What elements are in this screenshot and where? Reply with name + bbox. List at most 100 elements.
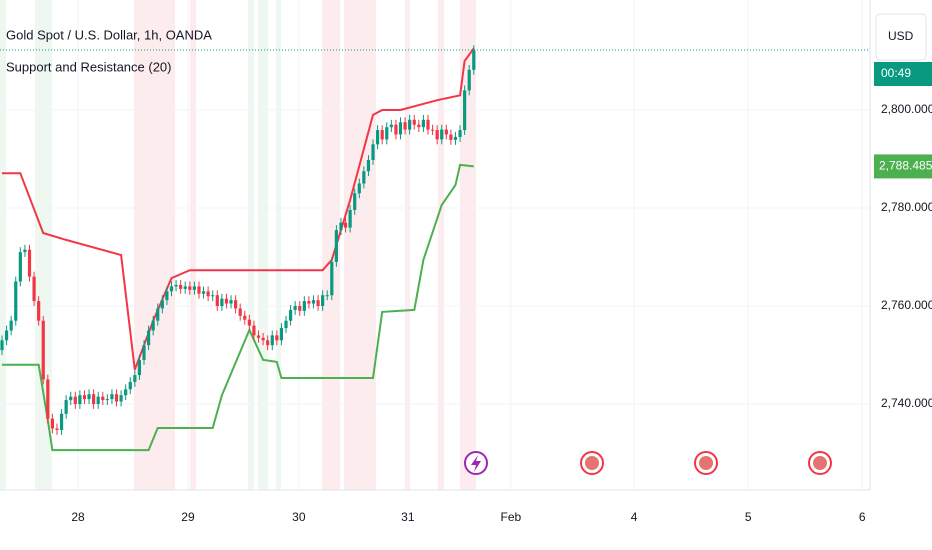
candle-body <box>238 308 242 316</box>
buy-band <box>0 0 6 490</box>
x-tick-label: Feb <box>501 510 522 524</box>
candle-body <box>69 396 73 401</box>
buy-band <box>248 0 254 490</box>
candle-body <box>215 295 219 307</box>
candle-body <box>55 428 59 430</box>
candle-body <box>41 320 45 380</box>
candle-body <box>463 90 467 131</box>
candle-body <box>73 396 77 405</box>
candle-body <box>151 320 155 331</box>
level-line <box>2 163 474 452</box>
candle-body <box>124 389 128 396</box>
candle-body <box>0 340 4 351</box>
currency[interactable]: USD <box>888 29 914 43</box>
candle-body <box>114 394 119 402</box>
candle-body <box>174 284 178 287</box>
candle-body <box>229 300 233 304</box>
candle-body <box>160 300 164 309</box>
x-tick-label: 30 <box>292 510 306 524</box>
candle-body <box>4 330 9 341</box>
candle-body <box>142 345 146 360</box>
candle-body <box>435 130 439 140</box>
candle-body <box>467 69 471 91</box>
candle-body <box>366 159 371 172</box>
candle-body <box>110 394 114 400</box>
candle-body <box>137 359 142 376</box>
candle-body <box>220 298 224 307</box>
indicator-title: Support and Resistance (20) <box>6 59 171 74</box>
candle-body <box>14 281 18 321</box>
candle-body <box>284 320 288 329</box>
candle-body <box>362 171 366 184</box>
candle-body <box>78 395 82 405</box>
events <box>464 451 832 475</box>
y-tick-label: 2,800.000 <box>881 102 932 116</box>
candle-body <box>64 400 68 414</box>
candle-body <box>311 300 316 304</box>
candle-body <box>32 276 36 302</box>
candle-body <box>179 284 183 289</box>
candle-body <box>256 335 261 338</box>
candle-body <box>211 295 215 297</box>
candle-body <box>389 124 393 128</box>
sell-band <box>322 0 340 490</box>
candle-body <box>165 291 169 301</box>
candle-body <box>119 395 123 402</box>
candle-body <box>321 295 325 307</box>
candle-body <box>183 286 187 289</box>
candle-body <box>101 396 105 401</box>
x-tick-label: 31 <box>401 510 415 524</box>
candle-body <box>37 301 41 321</box>
sell-band <box>134 0 175 490</box>
x-tick-label: 28 <box>71 510 85 524</box>
candle-body <box>293 306 297 310</box>
candle-body <box>408 119 412 130</box>
candle-body <box>298 306 302 311</box>
sell-band <box>438 0 444 490</box>
candle-body <box>398 122 403 135</box>
x-tick-label: 5 <box>745 510 752 524</box>
candle-body <box>46 379 50 419</box>
candle-body <box>133 375 137 382</box>
grid <box>0 0 870 490</box>
axes: 2,740.000 2,760.000 2,780.000 2,800.000 28 29… <box>71 102 932 524</box>
sell-band <box>190 0 196 490</box>
candle-body <box>261 337 265 341</box>
candle-body <box>59 413 64 430</box>
flag <box>585 456 599 470</box>
candle-body <box>316 300 320 307</box>
candle-body <box>234 300 238 309</box>
candle-body <box>188 286 192 290</box>
candle-body <box>197 286 201 294</box>
candle-body <box>82 395 87 400</box>
candle-body <box>128 381 132 390</box>
candle-body <box>458 130 462 137</box>
candle-body <box>146 330 151 346</box>
y-tick-label: 2,760.000 <box>881 298 932 312</box>
candle-body <box>224 298 229 304</box>
candle-body <box>417 124 421 128</box>
level-line <box>2 47 475 371</box>
candle-body <box>421 119 426 128</box>
countdown: 00:49 <box>881 66 911 80</box>
sell-band <box>344 0 376 490</box>
candle-body <box>307 301 311 304</box>
lightning <box>471 455 481 472</box>
candle-body <box>371 144 375 160</box>
candle-body <box>192 286 196 290</box>
candle-body <box>92 394 96 405</box>
candle-body <box>376 130 380 145</box>
candle-body <box>169 286 174 292</box>
candle-body <box>105 399 109 401</box>
support-price-label: 2,788.485 <box>879 159 932 173</box>
candle-body <box>430 129 435 131</box>
y-tick-label: 2,740.000 <box>881 396 932 410</box>
buy-band <box>258 0 268 490</box>
candle-body <box>412 119 416 125</box>
candle-body <box>453 136 458 140</box>
x-tick-label: 6 <box>859 510 866 524</box>
currency-button[interactable] <box>875 13 927 61</box>
candle-body <box>206 291 210 297</box>
candle-body <box>266 340 270 346</box>
candle-body <box>380 130 384 140</box>
